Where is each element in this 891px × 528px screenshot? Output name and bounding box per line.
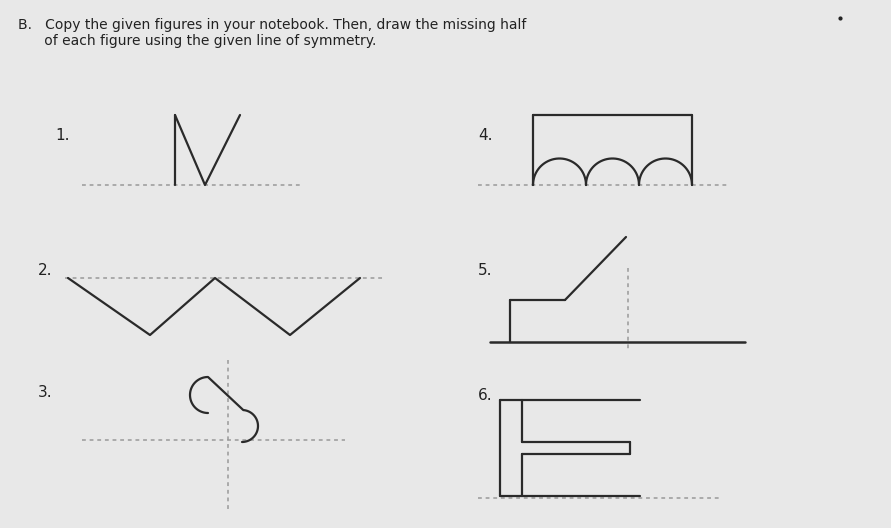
Text: 2.: 2. [38, 263, 53, 278]
Text: of each figure using the given line of symmetry.: of each figure using the given line of s… [18, 34, 376, 48]
Text: B.   Copy the given figures in your notebook. Then, draw the missing half: B. Copy the given figures in your notebo… [18, 18, 527, 32]
Text: 5.: 5. [478, 263, 493, 278]
Text: 4.: 4. [478, 128, 493, 143]
Text: 3.: 3. [38, 385, 53, 400]
Text: 1.: 1. [55, 128, 69, 143]
Text: 6.: 6. [478, 388, 493, 403]
